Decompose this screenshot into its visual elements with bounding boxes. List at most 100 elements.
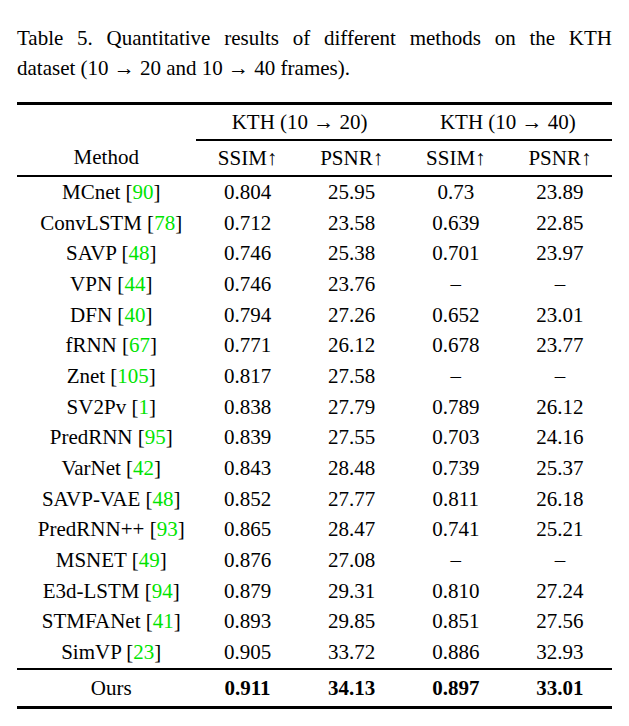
- psnr-10-20-cell: 29.85: [300, 607, 404, 638]
- table-row: E3d-LSTM [94]0.87929.310.81027.24: [17, 576, 612, 607]
- citation-link[interactable]: 1: [138, 395, 149, 419]
- spacer-cell: [17, 104, 196, 141]
- psnr-10-40-cell: 24.16: [508, 423, 612, 454]
- table-row: VPN [44]0.74623.76––: [17, 269, 612, 300]
- col-header-psnr-10-20: PSNR↑: [300, 140, 404, 176]
- citation-link[interactable]: 48: [153, 487, 174, 511]
- psnr-10-40-cell: –: [508, 361, 612, 392]
- ssim-10-20-cell: 0.865: [196, 515, 300, 546]
- col-header-psnr-10-40: PSNR↑: [508, 140, 612, 176]
- method-cell: DFN [40]: [17, 300, 196, 331]
- ssim-10-40-cell: 0.739: [404, 453, 508, 484]
- table-row: MSNET [49]0.87627.08––: [17, 545, 612, 576]
- group-header-row: KTH (10 → 20) KTH (10 → 40): [17, 104, 612, 141]
- group-header-kth-10-20: KTH (10 → 20): [196, 104, 404, 141]
- table-row: STMFANet [41]0.89329.850.85127.56: [17, 607, 612, 638]
- psnr-10-40-cell: 27.56: [508, 607, 612, 638]
- method-cell-ours: Ours: [17, 669, 196, 708]
- ssim-10-40-cell: 0.639: [404, 208, 508, 239]
- citation-link[interactable]: 48: [128, 241, 149, 265]
- method-cell: SAVP [48]: [17, 238, 196, 269]
- citation-link[interactable]: 67: [129, 333, 150, 357]
- psnr-10-20-cell: 27.26: [300, 300, 404, 331]
- psnr-10-40-cell: 23.89: [508, 176, 612, 208]
- psnr-10-20-cell: 29.31: [300, 576, 404, 607]
- psnr-10-40-cell: 23.97: [508, 238, 612, 269]
- table-row: SAVP [48]0.74625.380.70123.97: [17, 238, 612, 269]
- table-row: SV2Pv [1]0.83827.790.78926.12: [17, 392, 612, 423]
- citation-link[interactable]: 44: [124, 272, 145, 296]
- citation-link[interactable]: 49: [139, 548, 160, 572]
- table-row: SimVP [23]0.90533.720.88632.93: [17, 637, 612, 669]
- ssim-10-40-cell: –: [404, 269, 508, 300]
- table-row: DFN [40]0.79427.260.65223.01: [17, 300, 612, 331]
- psnr-10-20-cell: 27.08: [300, 545, 404, 576]
- psnr-10-20-cell: 27.55: [300, 423, 404, 454]
- ssim-10-20-cell: 0.843: [196, 453, 300, 484]
- method-cell: MCnet [90]: [17, 176, 196, 208]
- ssim-10-20-cell: 0.838: [196, 392, 300, 423]
- citation-link[interactable]: 23: [133, 640, 154, 664]
- table-row: SAVP-VAE [48]0.85227.770.81126.18: [17, 484, 612, 515]
- method-cell: VarNet [42]: [17, 453, 196, 484]
- psnr-10-40-cell: 25.21: [508, 515, 612, 546]
- psnr-10-20-cell: 27.58: [300, 361, 404, 392]
- psnr-10-20-cell: 25.38: [300, 238, 404, 269]
- ssim-10-20-cell: 0.876: [196, 545, 300, 576]
- psnr-10-40-cell: –: [508, 269, 612, 300]
- ssim-10-20-cell: 0.794: [196, 300, 300, 331]
- page: Table 5. Quantitative results of differe…: [0, 23, 629, 709]
- table-row: VarNet [42]0.84328.480.73925.37: [17, 453, 612, 484]
- method-cell: fRNN [67]: [17, 330, 196, 361]
- citation-link[interactable]: 40: [124, 303, 145, 327]
- ssim-10-20-cell: 0.804: [196, 176, 300, 208]
- method-cell: STMFANet [41]: [17, 607, 196, 638]
- ssim-10-20-cell: 0.893: [196, 607, 300, 638]
- citation-link[interactable]: 95: [145, 425, 166, 449]
- psnr-10-40-cell: 26.18: [508, 484, 612, 515]
- ssim-10-20-cell: 0.712: [196, 208, 300, 239]
- table-row: fRNN [67]0.77126.120.67823.77: [17, 330, 612, 361]
- ours-row: Ours 0.911 34.13 0.897 33.01: [17, 669, 612, 708]
- col-header-method: Method: [17, 140, 196, 176]
- ssim-10-40-cell: –: [404, 361, 508, 392]
- citation-link[interactable]: 41: [153, 609, 174, 633]
- method-cell: ConvLSTM [78]: [17, 208, 196, 239]
- ssim-10-40-cell: 0.678: [404, 330, 508, 361]
- psnr-10-20-cell: 28.48: [300, 453, 404, 484]
- citation-link[interactable]: 94: [152, 579, 173, 603]
- method-cell: PredRNN [95]: [17, 423, 196, 454]
- ssim-10-40-cell: 0.789: [404, 392, 508, 423]
- method-cell: MSNET [49]: [17, 545, 196, 576]
- method-cell: PredRNN++ [93]: [17, 515, 196, 546]
- psnr-10-40-cell: 27.24: [508, 576, 612, 607]
- caption-line-2: dataset (10 → 20 and 10 → 40 frames).: [17, 53, 612, 83]
- psnr-10-40-cell: 25.37: [508, 453, 612, 484]
- table-caption: Table 5. Quantitative results of differe…: [17, 23, 612, 83]
- psnr-10-40-cell: 22.85: [508, 208, 612, 239]
- psnr-10-40-cell: 26.12: [508, 392, 612, 423]
- citation-link[interactable]: 78: [154, 211, 175, 235]
- citation-link[interactable]: 105: [117, 364, 149, 388]
- citation-link[interactable]: 90: [133, 180, 154, 204]
- method-cell: VPN [44]: [17, 269, 196, 300]
- psnr-10-40-cell: 23.01: [508, 300, 612, 331]
- method-cell: SimVP [23]: [17, 637, 196, 669]
- ssim-10-40-cell: 0.652: [404, 300, 508, 331]
- ssim-10-40-cell: 0.703: [404, 423, 508, 454]
- method-cell: SV2Pv [1]: [17, 392, 196, 423]
- table-row: PredRNN [95]0.83927.550.70324.16: [17, 423, 612, 454]
- table-body: MCnet [90]0.80425.950.7323.89ConvLSTM [7…: [17, 176, 612, 669]
- ssim-10-40-cell: 0.886: [404, 637, 508, 669]
- ssim-10-20-cell: 0.746: [196, 269, 300, 300]
- group-header-kth-10-40: KTH (10 → 40): [404, 104, 612, 141]
- ssim-10-20-cell: 0.852: [196, 484, 300, 515]
- table-row: ConvLSTM [78]0.71223.580.63922.85: [17, 208, 612, 239]
- citation-link[interactable]: 93: [157, 517, 178, 541]
- citation-link[interactable]: 42: [133, 456, 154, 480]
- psnr-10-40-cell: 32.93: [508, 637, 612, 669]
- psnr-10-20-cell: 27.79: [300, 392, 404, 423]
- table-row: Znet [105]0.81727.58––: [17, 361, 612, 392]
- ssim-10-40-cell: 0.810: [404, 576, 508, 607]
- ssim-10-20-cell: 0.879: [196, 576, 300, 607]
